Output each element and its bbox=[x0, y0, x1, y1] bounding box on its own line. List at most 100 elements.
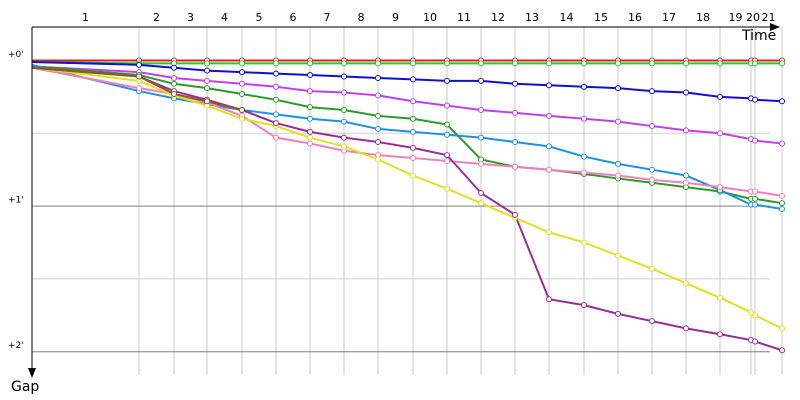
point bbox=[444, 77, 450, 84]
point bbox=[717, 130, 723, 137]
point bbox=[752, 312, 758, 319]
point bbox=[375, 74, 381, 81]
point bbox=[307, 72, 313, 79]
point bbox=[307, 60, 313, 67]
point bbox=[546, 60, 552, 67]
point bbox=[478, 160, 484, 167]
point bbox=[717, 294, 723, 301]
series-line bbox=[31, 66, 783, 197]
point bbox=[752, 195, 758, 202]
point bbox=[341, 89, 347, 96]
point bbox=[615, 252, 621, 259]
point bbox=[273, 111, 279, 118]
point bbox=[752, 96, 758, 103]
point bbox=[546, 296, 552, 303]
point bbox=[410, 155, 416, 162]
point bbox=[239, 60, 245, 67]
point bbox=[779, 60, 785, 67]
point bbox=[341, 143, 347, 150]
lap-label: 9 bbox=[392, 11, 399, 24]
point bbox=[779, 206, 785, 213]
point bbox=[717, 184, 723, 191]
point bbox=[171, 74, 177, 81]
point bbox=[239, 115, 245, 122]
point bbox=[615, 60, 621, 67]
point bbox=[752, 201, 758, 208]
series-line bbox=[31, 60, 783, 103]
point bbox=[410, 172, 416, 179]
point bbox=[341, 134, 347, 141]
point bbox=[307, 140, 313, 147]
point bbox=[375, 60, 381, 67]
point bbox=[717, 60, 723, 67]
point bbox=[341, 118, 347, 125]
point bbox=[410, 60, 416, 67]
point bbox=[546, 82, 552, 89]
point bbox=[752, 60, 758, 67]
point bbox=[512, 163, 518, 170]
point bbox=[581, 60, 587, 67]
series-line bbox=[31, 65, 783, 205]
lap-label: 8 bbox=[358, 11, 365, 24]
point bbox=[273, 120, 279, 127]
point bbox=[752, 338, 758, 345]
lap-label: 21 bbox=[762, 11, 776, 24]
point bbox=[512, 109, 518, 116]
lap-label: 13 bbox=[525, 11, 539, 24]
series-line bbox=[31, 66, 783, 330]
point bbox=[683, 89, 689, 96]
point bbox=[410, 76, 416, 83]
lap-label: 3 bbox=[187, 11, 194, 24]
point bbox=[204, 60, 210, 67]
point bbox=[410, 128, 416, 135]
point bbox=[375, 139, 381, 146]
point bbox=[649, 60, 655, 67]
point bbox=[410, 98, 416, 105]
point bbox=[444, 185, 450, 192]
lap-label: 19 bbox=[729, 11, 743, 24]
point bbox=[581, 239, 587, 246]
point bbox=[683, 127, 689, 134]
point bbox=[649, 166, 655, 173]
point bbox=[444, 60, 450, 67]
point bbox=[748, 309, 754, 316]
point bbox=[478, 134, 484, 141]
point bbox=[341, 106, 347, 113]
point bbox=[478, 106, 484, 113]
lap-label: 18 bbox=[696, 11, 710, 24]
series-lines bbox=[31, 57, 785, 354]
y-tick-label: +0' bbox=[8, 50, 24, 60]
point bbox=[307, 104, 313, 111]
point bbox=[375, 112, 381, 119]
point bbox=[478, 77, 484, 84]
point bbox=[239, 80, 245, 87]
point bbox=[136, 73, 142, 80]
x-axis-arrow bbox=[770, 23, 780, 31]
point bbox=[615, 160, 621, 167]
series-line bbox=[31, 65, 783, 145]
point bbox=[307, 115, 313, 122]
point bbox=[717, 331, 723, 338]
point bbox=[171, 90, 177, 97]
point bbox=[273, 70, 279, 77]
point bbox=[444, 102, 450, 109]
point bbox=[239, 90, 245, 97]
lap-label: 6 bbox=[290, 11, 297, 24]
point bbox=[375, 156, 381, 163]
lap-label: 7 bbox=[324, 11, 331, 24]
point bbox=[779, 192, 785, 199]
point bbox=[136, 85, 142, 92]
point bbox=[717, 93, 723, 100]
point bbox=[546, 112, 552, 119]
point bbox=[444, 152, 450, 159]
point bbox=[779, 140, 785, 147]
point bbox=[752, 188, 758, 195]
point bbox=[307, 134, 313, 141]
point bbox=[683, 172, 689, 179]
lap-label: 4 bbox=[221, 11, 228, 24]
point bbox=[239, 106, 245, 113]
point bbox=[512, 139, 518, 146]
point bbox=[341, 60, 347, 67]
point bbox=[779, 347, 785, 354]
